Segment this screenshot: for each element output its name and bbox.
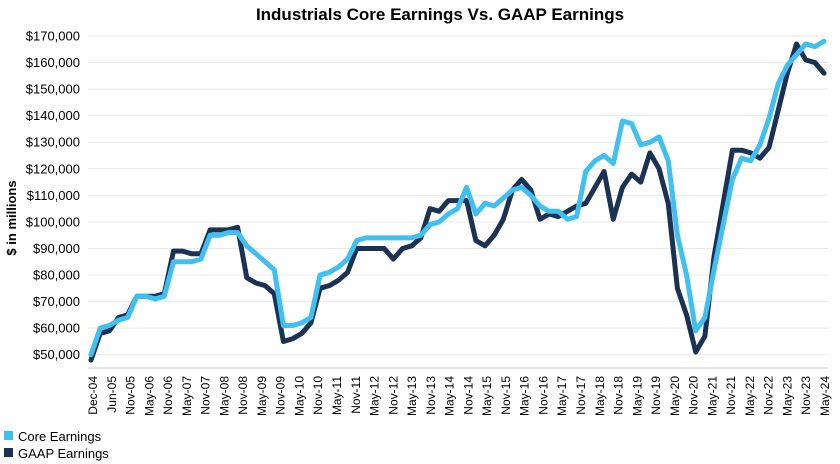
x-tick-label: May-24	[818, 376, 832, 416]
gridlines	[88, 35, 828, 356]
x-tick-label: May-17	[555, 376, 569, 416]
x-tick-label: May-11	[330, 376, 344, 415]
x-tick-labels: Dec-04 Jun-05 Nov-05 May-06 Nov-06 May-07 Nov-…	[86, 376, 832, 416]
x-tick-label: Nov-07	[199, 376, 213, 415]
x-tick-label: Nov-19	[649, 376, 663, 415]
x-tick-label: Nov-09	[274, 376, 288, 415]
y-tick-label: $80,000	[33, 268, 80, 283]
x-tick-label: May-09	[255, 376, 269, 416]
y-axis-label: $ in millions	[4, 180, 19, 255]
x-tick-label: Nov-12	[386, 376, 400, 415]
x-tick-label: Nov-13	[424, 376, 438, 415]
x-tick-label: Jun-05	[105, 376, 119, 413]
x-tick-label: May-20	[668, 376, 682, 416]
y-tick-label: $110,000	[27, 188, 80, 203]
y-tick-label: $130,000	[26, 135, 80, 150]
x-tick-label: Nov-18	[612, 376, 626, 415]
y-tick-label: $60,000	[33, 321, 80, 336]
y-tick-label: $160,000	[26, 55, 80, 70]
x-tick-label: May-12	[368, 376, 382, 416]
y-tick-label: $140,000	[26, 108, 80, 123]
x-tick-label: Nov-15	[499, 376, 513, 415]
legend-label-core-earnings: Core Earnings	[18, 429, 102, 444]
x-tick-label: May-16	[518, 376, 532, 416]
series-line-core-earnings	[88, 38, 827, 358]
y-tick-label: $70,000	[33, 294, 80, 309]
y-tick-label: $120,000	[26, 161, 80, 176]
series-line-gaap-earnings	[88, 41, 827, 363]
y-tick-labels: $50,000 $60,000 $70,000 $80,000 $90,000 $100,…	[26, 29, 80, 363]
x-tick-label: Nov-11	[349, 376, 363, 414]
x-tick-label: Dec-04	[86, 376, 100, 415]
y-tick-label: $50,000	[33, 347, 80, 362]
x-tick-label: May-08	[217, 376, 231, 416]
y-tick-label: $170,000	[26, 29, 80, 44]
x-tick-label: May-14	[443, 376, 457, 416]
x-tick-label: Nov-05	[124, 376, 138, 415]
x-tick-label: May-15	[480, 376, 494, 416]
legend-swatch-gaap-earnings	[4, 448, 13, 457]
x-tick-label: Nov-23	[799, 376, 813, 415]
x-tick-label: May-10	[292, 376, 306, 416]
y-tick-label: $150,000	[26, 82, 80, 97]
y-tick-label: $100,000	[26, 214, 80, 229]
x-tick-label: May-19	[630, 376, 644, 416]
legend-label-gaap-earnings: GAAP Earnings	[18, 446, 109, 461]
x-tick-label: May-06	[142, 376, 156, 416]
legend: Core Earnings GAAP Earnings	[4, 429, 109, 461]
x-tick-label: Nov-17	[574, 376, 588, 415]
y-tick-label: $90,000	[33, 241, 80, 256]
x-tick-label: May-13	[405, 376, 419, 416]
x-tick-label: Nov-14	[461, 376, 475, 415]
series-lines	[88, 38, 827, 363]
chart-title: Industrials Core Earnings Vs. GAAP Earni…	[256, 5, 624, 24]
x-tick-label: May-22	[743, 376, 757, 416]
x-tick-label: Nov-06	[161, 376, 175, 415]
x-tick-label: Nov-21	[724, 376, 738, 415]
x-tick-label: May-18	[593, 376, 607, 416]
x-tick-label: May-21	[705, 376, 719, 416]
x-tick-label: Nov-16	[536, 376, 550, 415]
x-tick-label: May-23	[780, 376, 794, 416]
x-tick-label: Nov-22	[762, 376, 776, 415]
x-tick-label: Nov-10	[311, 376, 325, 415]
x-tick-label: May-07	[180, 376, 194, 416]
x-tick-label: Nov-08	[236, 376, 250, 415]
legend-swatch-core-earnings	[4, 431, 13, 440]
x-tick-label: Nov-20	[687, 376, 701, 415]
